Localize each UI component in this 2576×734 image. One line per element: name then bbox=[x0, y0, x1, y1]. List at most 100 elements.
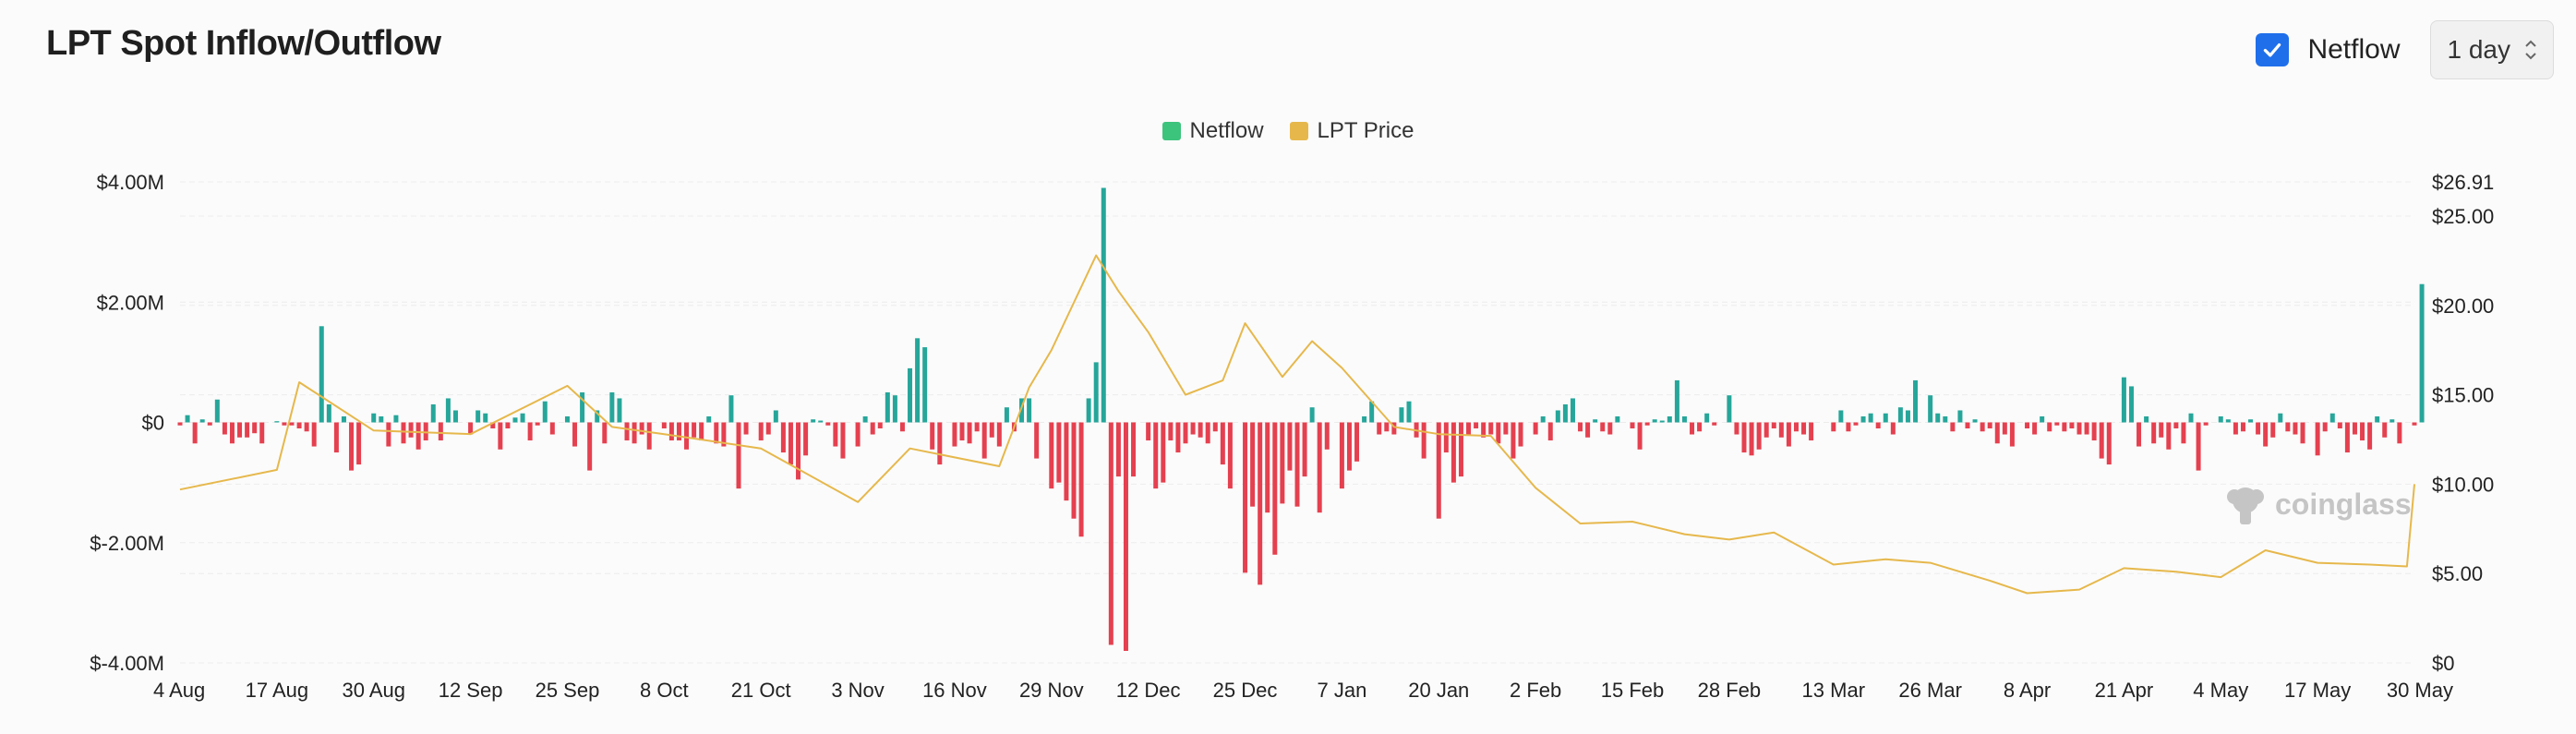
legend-label-lpt-price: LPT Price bbox=[1317, 118, 1414, 143]
netflow-bar bbox=[282, 422, 287, 426]
netflow-bar bbox=[773, 410, 778, 423]
y-left-tick-label: $0 bbox=[142, 412, 164, 435]
netflow-bar bbox=[1406, 401, 1412, 423]
netflow-bar bbox=[1168, 422, 1174, 441]
netflow-bar bbox=[2151, 422, 2157, 444]
price-line bbox=[179, 254, 2415, 595]
netflow-bar bbox=[1697, 422, 1703, 432]
netflow-bar bbox=[1503, 422, 1509, 435]
netflow-bar bbox=[803, 422, 809, 456]
interval-select[interactable]: 1 day bbox=[2429, 20, 2554, 79]
netflow-bar bbox=[289, 422, 295, 426]
x-tick-label: 8 Oct bbox=[640, 679, 689, 702]
netflow-bar bbox=[2315, 422, 2320, 456]
netflow-bar bbox=[1101, 187, 1106, 423]
legend-label-netflow: Netflow bbox=[1189, 118, 1264, 143]
netflow-bar bbox=[780, 422, 786, 453]
netflow-bar bbox=[2144, 415, 2149, 423]
netflow-bar bbox=[222, 422, 227, 435]
x-tick-label: 17 Aug bbox=[246, 679, 309, 702]
netflow-bar bbox=[661, 422, 667, 429]
netflow-bar bbox=[2203, 422, 2209, 426]
netflow-bar bbox=[922, 347, 928, 423]
netflow-bar bbox=[1547, 422, 1553, 441]
netflow-bar bbox=[2397, 422, 2402, 444]
netflow-bar bbox=[527, 422, 533, 441]
netflow-bar bbox=[349, 422, 355, 471]
netflow-bar bbox=[706, 415, 712, 423]
netflow-bar bbox=[1302, 422, 1307, 477]
y-left-tick-label: $-4.00M bbox=[90, 652, 164, 675]
netflow-bar bbox=[1667, 415, 1672, 423]
netflow-bar bbox=[2285, 422, 2291, 432]
netflow-bar bbox=[699, 422, 704, 441]
netflow-bar bbox=[1280, 422, 1285, 504]
netflow-checkbox[interactable] bbox=[2256, 33, 2290, 66]
netflow-bar bbox=[684, 422, 690, 450]
netflow-bar bbox=[885, 391, 890, 423]
netflow-bar bbox=[542, 401, 548, 423]
netflow-checkbox-label[interactable]: Netflow bbox=[2307, 34, 2401, 65]
netflow-bar bbox=[1064, 422, 1069, 501]
netflow-bar bbox=[2218, 415, 2223, 423]
netflow-bar bbox=[1674, 379, 1679, 423]
netflow-bar bbox=[2173, 422, 2179, 429]
netflow-bar bbox=[2121, 377, 2126, 423]
netflow-bar bbox=[1935, 413, 1941, 423]
netflow-bar bbox=[915, 338, 921, 423]
netflow-bar bbox=[2300, 422, 2305, 444]
y-right-tick-label: $25.00 bbox=[2432, 205, 2494, 228]
x-tick-label: 8 Apr bbox=[2004, 679, 2051, 702]
netflow-bar bbox=[1860, 415, 1866, 423]
netflow-bar bbox=[2329, 413, 2335, 423]
netflow-bar bbox=[1868, 413, 1873, 423]
netflow-bar bbox=[2188, 413, 2194, 423]
netflow-bar bbox=[274, 421, 280, 423]
netflow-bar bbox=[483, 413, 488, 423]
netflow-bar bbox=[1324, 422, 1330, 450]
netflow-bar bbox=[1474, 422, 1479, 429]
netflow-bar bbox=[1518, 422, 1523, 447]
legend-swatch-lpt-price bbox=[1289, 122, 1308, 140]
netflow-bar bbox=[468, 422, 474, 435]
netflow-bar bbox=[245, 422, 250, 438]
netflow-bar bbox=[1905, 410, 1910, 423]
x-tick-label: 28 Feb bbox=[1698, 679, 1762, 702]
netflow-bar bbox=[415, 422, 421, 450]
netflow-bar bbox=[1875, 422, 1881, 429]
netflow-bar bbox=[587, 422, 593, 471]
netflow-bar bbox=[2137, 422, 2142, 447]
x-tick-label: 12 Dec bbox=[1116, 679, 1181, 702]
netflow-bar bbox=[1153, 422, 1159, 489]
netflow-bar bbox=[2084, 422, 2089, 435]
netflow-bar bbox=[602, 422, 608, 444]
netflow-bar bbox=[1391, 422, 1397, 435]
netflow-bar bbox=[549, 422, 555, 435]
netflow-bar bbox=[1630, 422, 1635, 429]
netflow-bar bbox=[1481, 422, 1487, 438]
y-right-tick-label: $0 bbox=[2432, 652, 2454, 675]
netflow-bar bbox=[788, 422, 793, 465]
netflow-bar bbox=[2375, 415, 2380, 423]
netflow-bar bbox=[199, 419, 205, 423]
netflow-bar bbox=[1741, 422, 1747, 453]
netflow-bar bbox=[2040, 415, 2045, 423]
netflow-bar bbox=[1071, 422, 1077, 519]
legend-item-lpt-price[interactable]: LPT Price bbox=[1289, 118, 1414, 144]
netflow-bar bbox=[1034, 422, 1040, 459]
netflow-bar bbox=[1443, 422, 1449, 453]
page-title: LPT Spot Inflow/Outflow bbox=[46, 24, 441, 63]
netflow-bar bbox=[609, 391, 615, 423]
netflow-bar bbox=[564, 415, 570, 423]
netflow-bar bbox=[1659, 420, 1665, 423]
legend-item-netflow[interactable]: Netflow bbox=[1162, 118, 1264, 144]
netflow-bar bbox=[1890, 422, 1896, 435]
netflow-bar bbox=[2091, 422, 2097, 441]
netflow-bar bbox=[1272, 422, 1278, 555]
netflow-bar bbox=[1004, 407, 1009, 423]
netflow-bar bbox=[2360, 422, 2365, 441]
netflow-bar bbox=[319, 326, 324, 423]
netflow-bar bbox=[1049, 422, 1054, 489]
netflow-bar bbox=[333, 422, 339, 453]
netflow-bar bbox=[617, 398, 622, 423]
